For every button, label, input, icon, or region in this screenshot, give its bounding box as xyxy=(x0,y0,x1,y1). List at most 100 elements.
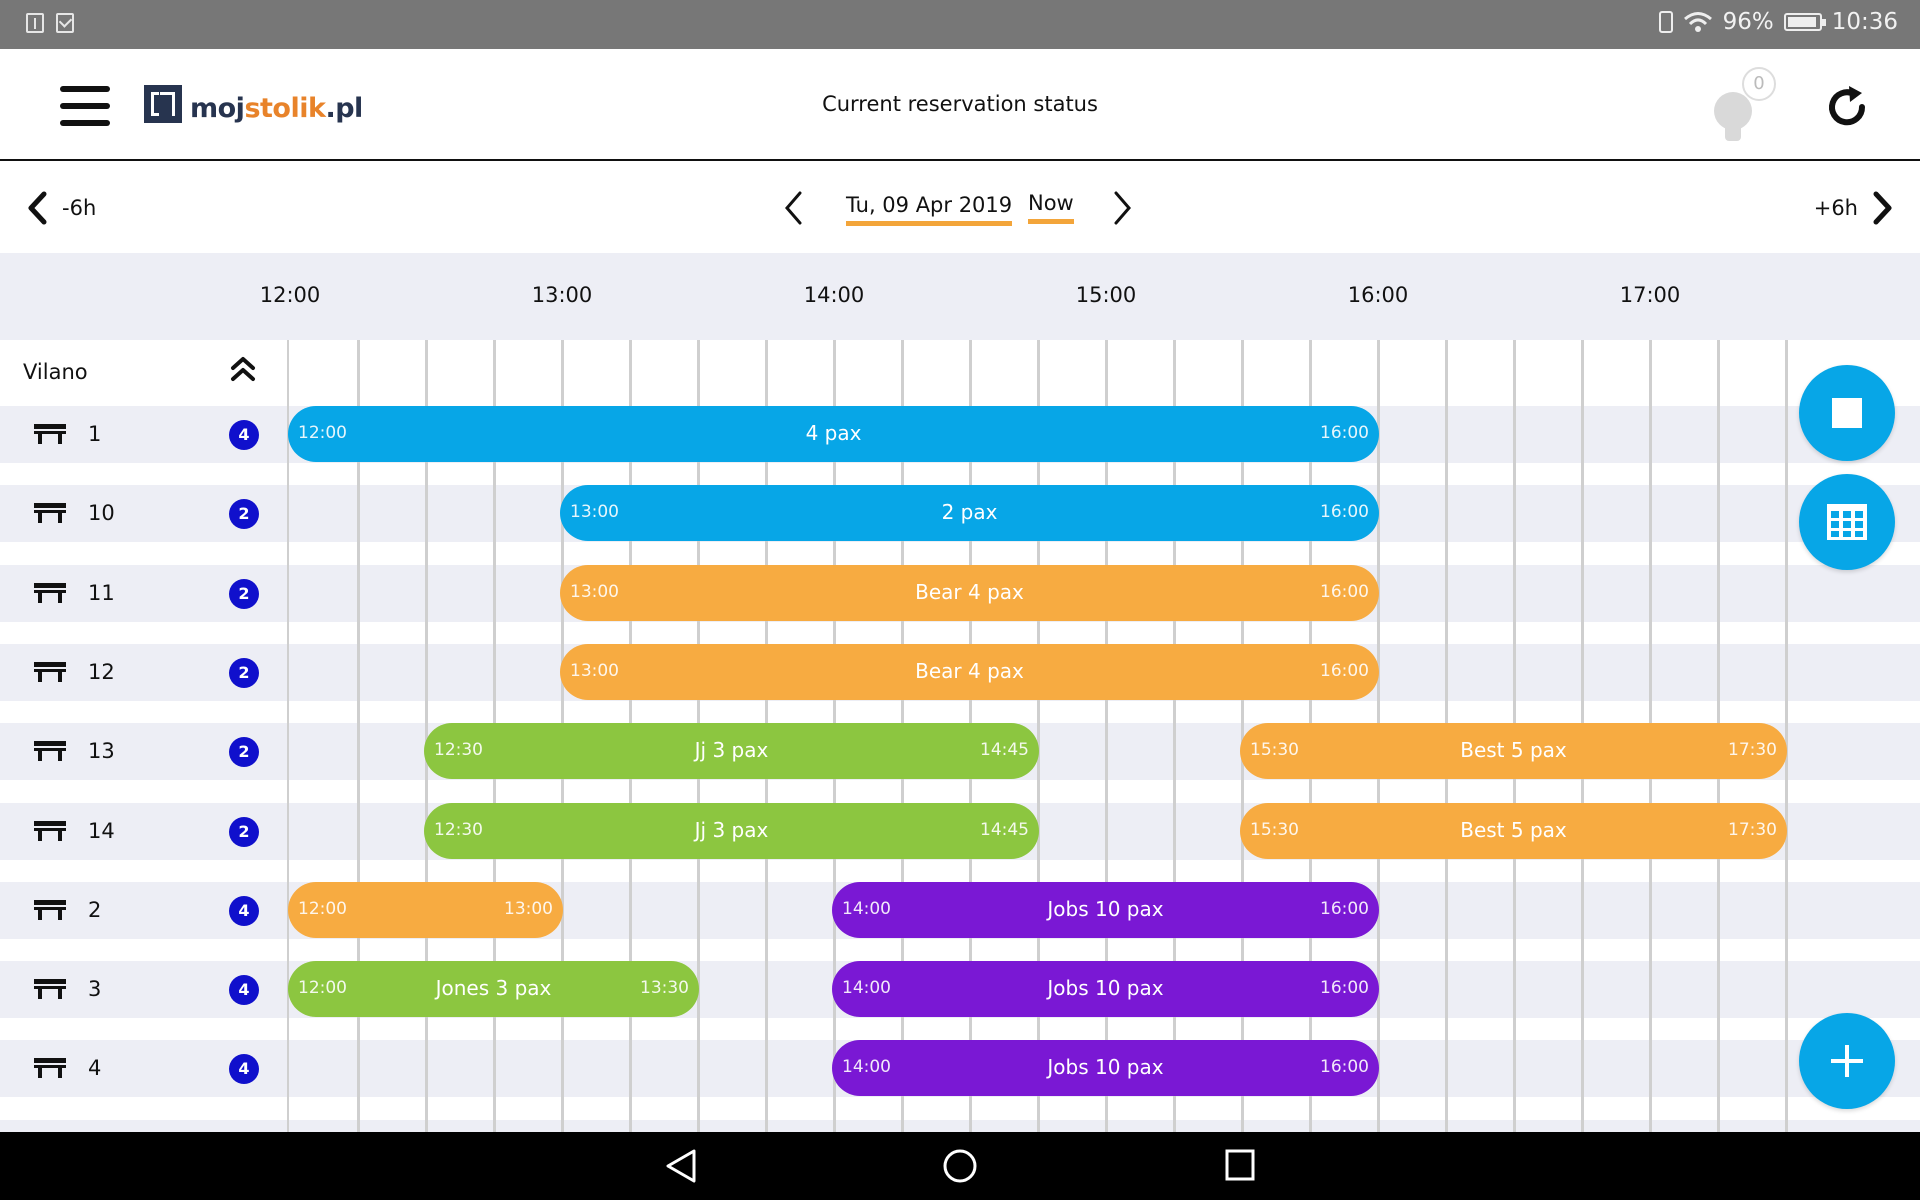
reservation-start-time: 12:30 xyxy=(434,819,483,840)
reservation-label: Jones 3 pax xyxy=(435,976,552,1001)
reservation-end-time: 13:30 xyxy=(640,978,689,999)
reservation-end-time: 17:30 xyxy=(1728,740,1777,761)
reservation-end-time: 14:45 xyxy=(980,740,1029,761)
table-name: 1 xyxy=(88,422,102,446)
reservation-bar[interactable]: 12:00 4 pax 16:00 xyxy=(288,406,1379,462)
logo-text-part1: moj xyxy=(190,93,245,124)
reservation-bar[interactable]: 12:00 13:00 xyxy=(288,881,563,938)
reservation-end-time: 16:00 xyxy=(1320,898,1369,919)
next-day-chevron-icon[interactable] xyxy=(1112,190,1134,226)
system-navigation-bar xyxy=(0,1132,1920,1200)
table-icon xyxy=(34,503,66,524)
label-column-divider xyxy=(287,340,289,1132)
grid-icon xyxy=(1827,504,1867,540)
seat-count-badge: 2 xyxy=(229,816,259,847)
reservation-grid: Vilano 1 4 12:00 4 pax 16:00 10 2 13:00 2 pax 16:… xyxy=(0,340,1920,1132)
logo-text: mojstolik.pl xyxy=(190,93,363,124)
home-circle-icon[interactable] xyxy=(942,1148,978,1184)
table-icon xyxy=(34,1058,66,1079)
table-name: 10 xyxy=(88,501,115,526)
prev-day-chevron-icon[interactable] xyxy=(782,190,804,226)
table-name: 14 xyxy=(88,818,115,843)
reservation-end-time: 16:00 xyxy=(1320,1057,1369,1078)
reservation-end-time: 16:00 xyxy=(1320,502,1369,523)
reservation-bar[interactable]: 12:30 Jj 3 pax 14:45 xyxy=(424,723,1039,780)
page-title: Current reservation status xyxy=(822,92,1098,116)
logo[interactable]: mojstolik.pl xyxy=(144,83,363,124)
grid-line xyxy=(1173,340,1176,1132)
time-tick-label: 12:00 xyxy=(259,283,321,307)
upload-icon xyxy=(26,13,44,33)
reservation-start-time: 15:30 xyxy=(1250,819,1299,840)
back-6h-label: -6h xyxy=(62,196,97,220)
reservation-bar[interactable]: 14:00 Jobs 10 pax 16:00 xyxy=(832,881,1379,938)
reservation-bar[interactable]: 15:30 Best 5 pax 17:30 xyxy=(1240,723,1787,780)
reservation-start-time: 12:30 xyxy=(434,740,483,761)
reservation-label: Jj 3 pax xyxy=(694,817,769,842)
date-navigation: -6h Tu, 09 Apr 2019 Now +6h xyxy=(0,161,1920,253)
vibrate-icon xyxy=(1658,11,1673,33)
table-icon xyxy=(34,899,66,920)
refresh-icon[interactable] xyxy=(1822,82,1872,132)
wifi-icon xyxy=(1683,12,1712,32)
reservation-label: Jobs 10 pax xyxy=(1047,1055,1164,1080)
back-6h-button[interactable]: -6h xyxy=(26,191,96,225)
date-picker[interactable]: Tu, 09 Apr 2019 xyxy=(846,193,1013,226)
reservation-bar[interactable]: 15:30 Best 5 pax 17:30 xyxy=(1240,802,1787,859)
table-icon xyxy=(34,820,66,841)
grid-line xyxy=(425,340,428,1132)
stop-button[interactable] xyxy=(1799,365,1895,461)
reservation-bar[interactable]: 13:00 2 pax 16:00 xyxy=(560,485,1379,542)
reservation-bar[interactable]: 13:00 Bear 4 pax 16:00 xyxy=(560,643,1379,700)
table-view-button[interactable] xyxy=(1799,474,1895,570)
back-triangle-icon[interactable] xyxy=(664,1148,698,1184)
reservation-label: Jobs 10 pax xyxy=(1047,976,1164,1001)
reservation-end-time: 13:00 xyxy=(504,898,553,919)
time-tick-label: 14:00 xyxy=(803,283,865,307)
table-name: 2 xyxy=(88,897,102,922)
seat-count-badge: 2 xyxy=(229,499,259,530)
clock: 10:36 xyxy=(1831,9,1898,35)
grid-line xyxy=(1241,340,1244,1132)
reservation-bar[interactable]: 12:00 Jones 3 pax 13:30 xyxy=(288,961,699,1018)
grid-line xyxy=(1037,340,1040,1132)
logo-text-part3: .pl xyxy=(325,93,363,124)
reservation-bar[interactable]: 13:00 Bear 4 pax 16:00 xyxy=(560,564,1379,621)
plus-icon xyxy=(1831,1045,1863,1077)
table-name: 13 xyxy=(88,739,115,764)
reservation-bar[interactable]: 14:00 Jobs 10 pax 16:00 xyxy=(832,961,1379,1018)
reservation-end-time: 16:00 xyxy=(1320,660,1369,681)
timeline-header: 12:00 13:00 14:00 15:00 16:00 17:00 xyxy=(0,253,1920,340)
battery-icon xyxy=(1783,13,1826,31)
status-right: 96% 10:36 xyxy=(1658,9,1898,35)
reservation-bar[interactable]: 14:00 Jobs 10 pax 16:00 xyxy=(832,1040,1379,1097)
notifications-button[interactable]: 0 xyxy=(1706,64,1776,144)
table-icon xyxy=(34,661,66,682)
seat-count-badge: 2 xyxy=(229,657,259,688)
hamburger-menu-button[interactable] xyxy=(60,86,110,126)
reservation-start-time: 12:00 xyxy=(298,898,347,919)
table-icon xyxy=(34,979,66,1000)
now-button[interactable]: Now xyxy=(1028,191,1074,224)
time-tick-label: 15:00 xyxy=(1075,283,1137,307)
reservation-start-time: 13:00 xyxy=(570,502,619,523)
table-name: 11 xyxy=(88,580,115,605)
collapse-chevron-up-icon[interactable] xyxy=(228,354,258,384)
battery-percent: 96% xyxy=(1722,9,1774,35)
reservation-bar[interactable]: 12:30 Jj 3 pax 14:45 xyxy=(424,802,1039,859)
reservation-end-time: 16:00 xyxy=(1320,978,1369,999)
time-tick-label: 13:00 xyxy=(531,283,593,307)
notification-count-badge: 0 xyxy=(1742,67,1776,101)
table-name: 3 xyxy=(88,977,102,1002)
table-icon xyxy=(34,741,66,762)
seat-count-badge: 4 xyxy=(229,975,259,1006)
time-tick-label: 17:00 xyxy=(1619,283,1681,307)
seat-count-badge: 2 xyxy=(229,737,259,768)
time-tick-label: 16:00 xyxy=(1347,283,1409,307)
seat-count-badge: 2 xyxy=(229,578,259,609)
seat-count-badge: 4 xyxy=(229,1054,259,1085)
add-reservation-button[interactable] xyxy=(1799,1013,1895,1109)
forward-6h-button[interactable]: +6h xyxy=(1814,191,1894,225)
grid-line xyxy=(357,340,360,1132)
recents-square-icon[interactable] xyxy=(1224,1148,1256,1182)
